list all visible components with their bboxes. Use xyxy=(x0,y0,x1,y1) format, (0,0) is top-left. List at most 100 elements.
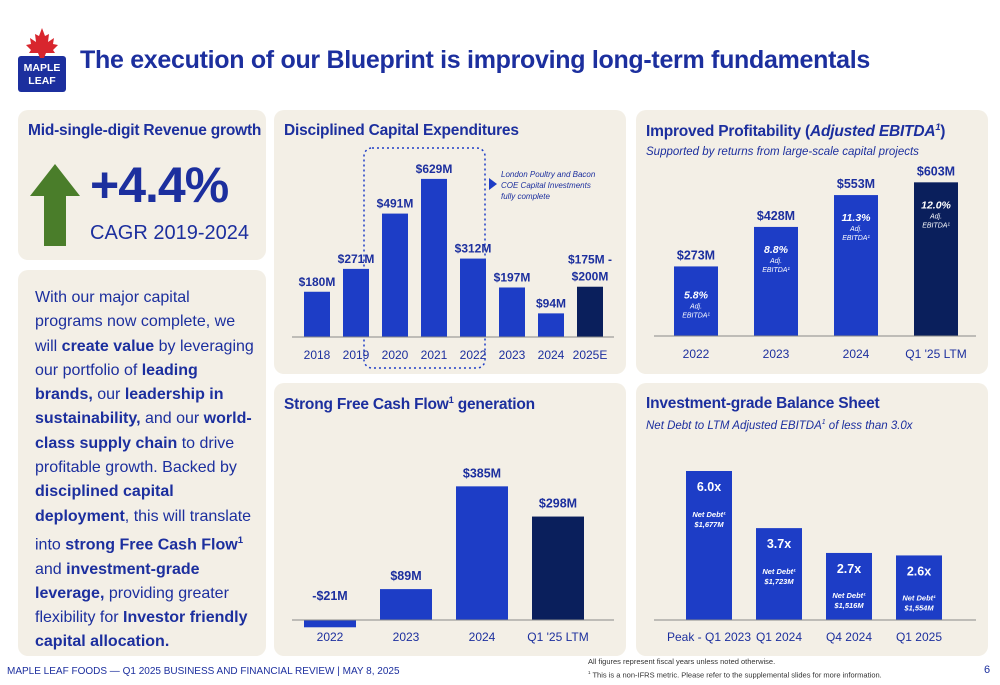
ebitda-margin-label: 11.3% xyxy=(842,212,872,224)
revenue-title: Mid-single-digit Revenue growth xyxy=(28,122,262,139)
narrative-segment: our xyxy=(92,386,125,404)
ebitda-value-label: $428M xyxy=(757,209,795,223)
fcf-value-label: $298M xyxy=(539,497,577,511)
capex-title: Disciplined Capital Expenditures xyxy=(284,122,519,140)
balance-subtitle: Net Debt to LTM Adjusted EBITDA1 of less… xyxy=(646,419,913,432)
narrative-segment: With our major capital programs now comp… xyxy=(35,289,236,355)
fcf-bar xyxy=(304,620,356,628)
capex-annotation-line: COE Capital Investments xyxy=(501,181,591,190)
page-title: The execution of our Blueprint is improv… xyxy=(80,46,870,74)
fcf-chart: -$21M 2022 $89M 2023 $385M 2024 $298M Q1 '25 LT… xyxy=(292,466,614,644)
capex-annotation-line: London Poultry and Bacon xyxy=(501,170,596,179)
capex-value-label: $200M xyxy=(572,270,609,284)
capex-value-label: $629M xyxy=(416,162,453,176)
fcf-value-label: $89M xyxy=(390,569,421,583)
fcf-bar xyxy=(380,589,432,620)
fcf-category-label: 2023 xyxy=(393,630,420,644)
profitability-panel: Improved Profitability (Adjusted EBITDA1… xyxy=(636,110,988,374)
fcf-title: Strong Free Cash Flow1 generation xyxy=(284,395,535,414)
capex-category-label: 2020 xyxy=(382,348,409,362)
net-debt-caption: Net Debt¹ xyxy=(902,593,936,602)
leverage-value-label: 3.7x xyxy=(767,537,791,551)
capex-bar xyxy=(577,286,603,337)
logo-line1: MAPLE xyxy=(24,62,61,74)
capex-bar xyxy=(460,258,486,337)
ebitda-margin-caption: Adj. xyxy=(769,258,782,265)
narrative-segment: investment-grade leverage, xyxy=(35,560,200,602)
capex-value-label: $491M xyxy=(377,197,414,211)
ebitda-bar xyxy=(834,195,878,336)
ebitda-margin-caption: EBITDA¹ xyxy=(842,235,870,242)
fcf-title-text: Strong Free Cash Flow1 generation xyxy=(284,395,535,414)
capex-annotation-line: fully complete xyxy=(501,192,550,201)
narrative-segment: strong Free Cash Flow xyxy=(65,536,238,554)
ebitda-margin-caption: EBITDA¹ xyxy=(922,222,950,229)
narrative-segment: providing greater flexibility for xyxy=(35,584,229,627)
ebitda-category-label: Q1 '25 LTM xyxy=(905,347,966,361)
narrative-segment: to drive profitable growth. Backed by xyxy=(35,434,237,477)
fcf-category-label: Q1 '25 LTM xyxy=(527,630,588,644)
leverage-category-label: Q1 2025 xyxy=(896,630,942,644)
footer-text: MAPLE LEAF FOODS — Q1 2025 BUSINESS AND … xyxy=(7,666,400,677)
capex-value-label: $312M xyxy=(455,242,492,256)
capex-bar xyxy=(499,287,525,337)
narrative-segment: , this will translate into xyxy=(35,507,252,554)
leverage-bar xyxy=(756,528,802,620)
narrative-text: With our major capital programs now comp… xyxy=(35,286,257,655)
leverage-bar xyxy=(686,471,732,620)
ebitda-margin-caption: EBITDA¹ xyxy=(682,312,710,319)
net-debt-value: $1,554M xyxy=(903,603,934,612)
narrative-segment: Investor friendly capital allocation. xyxy=(35,609,248,651)
fcf-category-label: 2022 xyxy=(317,630,344,644)
capex-category-label: 2024 xyxy=(538,348,565,362)
revenue-cagr-caption: CAGR 2019-2024 xyxy=(90,222,249,244)
ebitda-category-label: 2022 xyxy=(683,347,710,361)
ebitda-margin-label: 8.8% xyxy=(764,244,789,256)
capex-value-label: $94M xyxy=(536,296,566,310)
narrative-segment: 1 xyxy=(237,534,244,546)
capex-value-label: $180M xyxy=(299,275,336,289)
up-arrow-icon xyxy=(30,164,80,246)
leverage-category-label: Q4 2024 xyxy=(826,630,872,644)
capex-bar xyxy=(343,268,369,337)
ebitda-value-label: $273M xyxy=(677,248,715,262)
narrative-segment: and xyxy=(35,560,67,578)
ebitda-value-label: $603M xyxy=(917,164,955,178)
capex-category-label: 2025E xyxy=(573,348,608,362)
capex-category-label: 2018 xyxy=(304,348,331,362)
capex-panel: Disciplined Capital Expenditures London … xyxy=(274,110,626,374)
fcf-bar xyxy=(456,486,508,620)
ebitda-category-label: 2023 xyxy=(763,347,790,361)
net-debt-value: $1,677M xyxy=(693,520,724,529)
leverage-value-label: 2.6x xyxy=(907,564,931,578)
net-debt-caption: Net Debt¹ xyxy=(832,591,866,600)
ebitda-margin-caption: Adj. xyxy=(929,213,942,220)
capex-bar xyxy=(382,213,408,337)
net-debt-caption: Net Debt¹ xyxy=(762,567,796,576)
capex-bar xyxy=(421,178,447,337)
page-number: 6 xyxy=(984,664,991,676)
profitability-subtitle: Supported by returns from large-scale ca… xyxy=(646,146,919,158)
ebitda-value-label: $553M xyxy=(837,177,875,191)
maple-leaf-icon xyxy=(26,28,58,58)
capex-category-label: 2023 xyxy=(499,348,526,362)
narrative-segment: by leveraging our portfolio of xyxy=(35,337,254,379)
fcf-value-label: -$21M xyxy=(312,589,347,603)
capex-chart: London Poultry and Bacon COE Capital Inve… xyxy=(292,147,614,369)
footnote-2-text: This is a non-IFRS metric. Please refer … xyxy=(592,670,882,680)
capex-annotation-arrow xyxy=(489,178,497,190)
fcf-value-label: $385M xyxy=(463,466,501,480)
net-debt-caption: Net Debt¹ xyxy=(692,510,726,519)
capex-value-label: $175M - xyxy=(568,253,612,267)
footnotes: All figures represent fiscal years unles… xyxy=(588,656,882,681)
profitability-title-text: Improved Profitability (Adjusted EBITDA1… xyxy=(646,122,946,141)
profitability-title: Improved Profitability (Adjusted EBITDA1… xyxy=(646,122,945,141)
fcf-panel: Strong Free Cash Flow1 generation -$21M 2… xyxy=(274,383,626,656)
ebitda-category-label: 2024 xyxy=(843,347,870,361)
capex-bar xyxy=(304,291,330,337)
capex-title-text: Disciplined Capital Expenditures xyxy=(284,122,519,139)
footnote-1: All figures represent fiscal years unles… xyxy=(588,657,776,666)
ebitda-margin-label: 5.8% xyxy=(684,289,709,301)
leverage-category-label: Q1 2024 xyxy=(756,630,802,644)
